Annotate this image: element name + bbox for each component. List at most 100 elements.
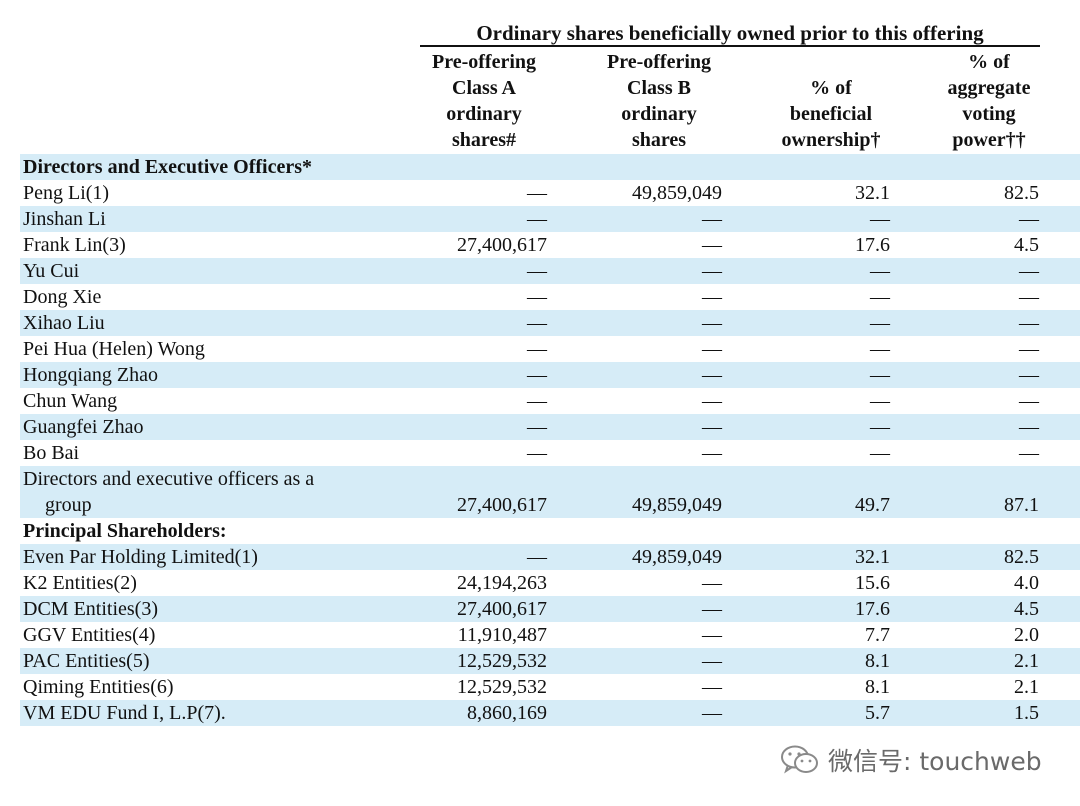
- table-cell: —: [527, 416, 547, 438]
- table-cell: 27,400,617: [457, 598, 547, 620]
- table-cell: 12,529,532: [457, 650, 547, 672]
- table-cell: —: [527, 208, 547, 230]
- table-cell: —: [702, 338, 722, 360]
- table-cell: 8.1: [865, 650, 890, 672]
- column-header-class-b: Pre-offering Class B ordinary shares: [596, 49, 722, 157]
- table-row: Frank Lin(3) 27,400,617 — 17.6 4.5: [20, 232, 1080, 258]
- table-cell: 49,859,049: [632, 182, 722, 204]
- header-line: shares: [631, 129, 687, 151]
- header-line: Class A: [452, 77, 516, 99]
- row-label-text: Principal Shareholders:: [23, 520, 227, 542]
- table-cell: —: [702, 650, 722, 672]
- table-cell: 49.7: [855, 494, 890, 516]
- row-label-text: Qiming Entities(6): [23, 676, 174, 698]
- row-label-text: Frank Lin(3): [23, 234, 126, 256]
- table-cell: 24,194,263: [457, 572, 547, 594]
- table-cell: 82.5: [1004, 546, 1039, 568]
- row-label-text: Bo Bai: [23, 442, 80, 464]
- row-label-text: Guangfei Zhao: [23, 416, 144, 438]
- section-header-row: Directors and Executive Officers*: [20, 154, 1080, 180]
- row-label: Dong Xie: [23, 284, 101, 310]
- row-label: Yu Cui: [23, 258, 79, 284]
- table-cell: —: [1019, 364, 1039, 386]
- table-cell: 12,529,532: [457, 676, 547, 698]
- row-label-text: Even Par Holding Limited(1): [23, 546, 258, 568]
- row-label: Hongqiang Zhao: [23, 362, 158, 388]
- table-cell: —: [1019, 312, 1039, 334]
- row-label-text: Xihao Liu: [23, 312, 105, 334]
- table-cell: —: [1019, 390, 1039, 412]
- table-cell: 49,859,049: [632, 494, 722, 516]
- table-cell: —: [702, 702, 722, 724]
- table-row: Xihao Liu — — — —: [20, 310, 1080, 336]
- table-row: VM EDU Fund I, L.P(7). 8,860,169 — 5.7 1.5: [20, 700, 1080, 726]
- header-line: ordinary: [446, 103, 522, 125]
- table-row: Jinshan Li — — — —: [20, 206, 1080, 232]
- table-cell: —: [702, 312, 722, 334]
- table-row: Hongqiang Zhao — — — —: [20, 362, 1080, 388]
- column-header-voting-power: % of aggregate voting power††: [938, 49, 1040, 157]
- table-cell: 2.1: [1014, 676, 1039, 698]
- table-row: Even Par Holding Limited(1) — 49,859,049 32…: [20, 544, 1080, 570]
- table-cell: 87.1: [1004, 494, 1039, 516]
- table-cell: —: [527, 182, 547, 204]
- header-line: shares#: [451, 129, 517, 151]
- table-row: DCM Entities(3) 27,400,617 — 17.6 4.5: [20, 596, 1080, 622]
- table-cell: —: [527, 546, 547, 568]
- table-cell: —: [702, 364, 722, 386]
- table-cell: —: [702, 260, 722, 282]
- watermark: 微信号: touchweb: [780, 740, 1060, 780]
- table-cell: 4.5: [1014, 234, 1039, 256]
- row-label-text: Yu Cui: [23, 260, 80, 282]
- header-line: % of: [810, 77, 852, 99]
- row-label-text: K2 Entities(2): [23, 572, 137, 594]
- table-row: Qiming Entities(6) 12,529,532 — 8.1 2.1: [20, 674, 1080, 700]
- row-label-text: Peng Li(1): [23, 182, 110, 204]
- watermark-text: 微信号: touchweb: [828, 747, 1042, 776]
- row-label: VM EDU Fund I, L.P(7).: [23, 700, 226, 726]
- row-label: Frank Lin(3): [23, 232, 126, 258]
- table-cell: —: [702, 234, 722, 256]
- row-label-text: Dong Xie: [23, 286, 102, 308]
- table-cell: —: [702, 624, 722, 646]
- row-label-text: Pei Hua (Helen) Wong: [23, 338, 205, 360]
- table-group-title: Ordinary shares beneficially owned prior…: [476, 21, 984, 45]
- table-cell: —: [870, 338, 890, 360]
- table-row: Yu Cui — — — —: [20, 258, 1080, 284]
- header-line: voting: [962, 103, 1016, 125]
- row-label: Peng Li(1): [23, 180, 109, 206]
- row-label-text: Directors and Executive Officers*: [23, 156, 312, 178]
- table-cell: —: [870, 416, 890, 438]
- table-body: Directors and Executive Officers* Peng Li…: [20, 154, 1080, 726]
- row-label-text: GGV Entities(4): [23, 624, 156, 646]
- table-row: Chun Wang — — — —: [20, 388, 1080, 414]
- table-cell: —: [527, 364, 547, 386]
- table-cell: 32.1: [855, 182, 890, 204]
- table-row: Bo Bai — — — —: [20, 440, 1080, 466]
- table-row: Dong Xie — — — —: [20, 284, 1080, 310]
- header-line: beneficial: [789, 103, 873, 125]
- table-cell: 49,859,049: [632, 546, 722, 568]
- table-cell: —: [527, 338, 547, 360]
- header-line: power††: [952, 129, 1026, 151]
- table-cell: —: [1019, 286, 1039, 308]
- table-cell: 5.7: [865, 702, 890, 724]
- table-cell: —: [702, 390, 722, 412]
- row-label-text: VM EDU Fund I, L.P(7).: [23, 702, 226, 724]
- table-row: Peng Li(1) — 49,859,049 32.1 82.5: [20, 180, 1080, 206]
- section-header-row: Principal Shareholders:: [20, 518, 1080, 544]
- table-cell: 32.1: [855, 546, 890, 568]
- row-label-text: Chun Wang: [23, 390, 118, 412]
- header-line: ordinary: [621, 103, 697, 125]
- table-cell: 8,860,169: [467, 702, 547, 724]
- row-label-text: Jinshan Li: [23, 208, 106, 230]
- header-line: % of: [968, 51, 1010, 73]
- table-cell: —: [702, 442, 722, 464]
- table-cell: —: [527, 286, 547, 308]
- row-label: Directors and executive officers as a gro…: [23, 466, 314, 518]
- column-header-beneficial-ownership: % of beneficial ownership†: [772, 75, 890, 157]
- row-label: Bo Bai: [23, 440, 79, 466]
- section-label: Principal Shareholders:: [23, 518, 227, 544]
- header-line: ownership†: [781, 129, 881, 151]
- group-title-rule: [420, 45, 1040, 47]
